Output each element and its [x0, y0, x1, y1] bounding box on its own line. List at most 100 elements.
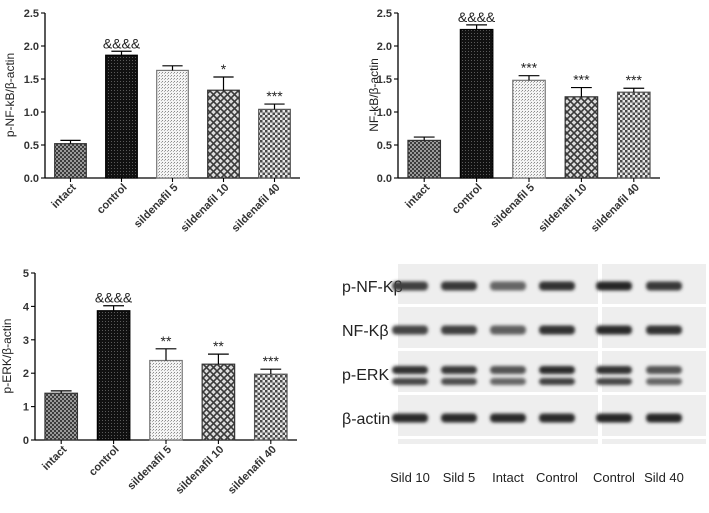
- x-tick-label: sildenafil 5: [132, 182, 181, 231]
- blot-band: [646, 413, 682, 423]
- x-tick-label: intact: [49, 181, 78, 210]
- blot-row-label: NF-Kβ: [342, 323, 389, 340]
- blot-band: [646, 378, 682, 385]
- blot-band: [441, 366, 477, 374]
- blot-band: [441, 325, 477, 335]
- y-tick-label: 2: [23, 368, 29, 380]
- blot-band: [490, 366, 526, 374]
- blot-lane-label: Control: [593, 470, 635, 485]
- blot-band: [392, 281, 428, 291]
- blot-band: [539, 325, 575, 335]
- blot-band: [539, 366, 575, 374]
- y-tick-label: 2.0: [377, 41, 392, 53]
- bar-sildenafil-5: [149, 359, 183, 441]
- x-tick-label: sildenafil 40: [226, 444, 279, 497]
- x-tick-label: sildenafil 5: [488, 182, 537, 231]
- y-tick-label: 1.5: [24, 74, 39, 86]
- y-tick-label: 2.5: [377, 8, 392, 20]
- chart-p-erk: 0 1 2 3 4 5 p-ERK/β-actin intact &&&& control ** si…: [0, 268, 297, 497]
- significance-label: **: [161, 333, 172, 349]
- western-blot: p-NF-Kβ NF-Kβ p-ERK β-actin Sild 10 Sild 5 In…: [337, 262, 709, 485]
- bar-sildenafil-10: [564, 96, 599, 179]
- blot-band: [490, 378, 526, 385]
- bar-sildenafil-10: [201, 363, 236, 441]
- bar-sildenafil-40: [258, 108, 291, 179]
- blot-row-label: p-NF-Kβ: [342, 279, 403, 296]
- blot-band: [392, 325, 428, 335]
- blot-band: [441, 413, 477, 423]
- y-tick-label: 1.5: [377, 74, 392, 86]
- blot-band: [596, 281, 632, 291]
- blot-band: [596, 413, 632, 423]
- y-tick-label: 1.0: [377, 107, 392, 119]
- bar-intact: [54, 143, 87, 179]
- blot-row-label: p-ERK: [342, 367, 389, 384]
- significance-label: ***: [521, 60, 538, 76]
- x-tick-label: sildenafil 40: [230, 182, 283, 235]
- bar-sildenafil-5: [512, 79, 546, 179]
- y-tick-label: 1.0: [24, 107, 39, 119]
- significance-label: ***: [266, 88, 283, 104]
- blot-band: [490, 413, 526, 423]
- blot-lane-label: Sild 5: [443, 470, 476, 485]
- x-tick-label: sildenafil 5: [125, 444, 174, 493]
- y-tick-label: 5: [23, 268, 29, 280]
- blot-band: [539, 281, 575, 291]
- y-tick-label: 0: [23, 435, 29, 447]
- y-tick-label: 4: [23, 301, 30, 313]
- y-tick-label: 0.0: [377, 173, 392, 185]
- blot-band: [596, 378, 632, 385]
- x-tick-label: intact: [403, 181, 432, 210]
- y-axis-label: p-NF-kB/β-actin: [3, 53, 17, 137]
- y-tick-label: 1: [23, 402, 29, 414]
- x-tick-label: sildenafil 10: [536, 182, 589, 235]
- blot-band: [441, 378, 477, 385]
- y-axis-label: NF-kB/β-actin: [367, 58, 381, 132]
- y-axis-label: p-ERK/β-actin: [0, 319, 14, 394]
- blot-row-separator: [398, 392, 706, 395]
- significance-label: **: [213, 338, 224, 354]
- y-tick-label: 0.5: [377, 140, 392, 152]
- blot-row-label: β-actin: [342, 411, 390, 428]
- blot-band: [646, 281, 682, 291]
- x-tick-label: control: [87, 444, 122, 479]
- blot-band: [490, 325, 526, 335]
- blot-lane-label: Control: [536, 470, 578, 485]
- blot-band: [539, 413, 575, 423]
- x-tick-label: sildenafil 40: [589, 182, 642, 235]
- blot-row-separator: [398, 348, 706, 351]
- x-tick-label: control: [95, 182, 130, 217]
- bar-intact: [407, 139, 442, 179]
- x-tick-label: sildenafil 10: [179, 182, 232, 235]
- significance-label: &&&&: [95, 290, 133, 306]
- blot-band: [596, 325, 632, 335]
- bar-control: [96, 310, 131, 441]
- y-tick-label: 3: [23, 335, 29, 347]
- blot-band: [646, 325, 682, 335]
- blot-lane-label: Sild 40: [644, 470, 684, 485]
- y-tick-label: 0.5: [24, 140, 39, 152]
- blot-band: [392, 378, 428, 385]
- bar-sildenafil-40: [616, 91, 651, 179]
- blot-band: [441, 281, 477, 291]
- bar-control: [459, 28, 494, 179]
- significance-label: ***: [573, 72, 590, 88]
- bar-control: [105, 54, 138, 179]
- chart-nf-kb: 0.0 0.5 1.0 1.5 2.0 2.5 NF-kB/β-actin intact &&&…: [367, 8, 660, 235]
- significance-label: &&&&: [458, 9, 496, 25]
- blot-row-separator: [398, 436, 706, 439]
- y-tick-label: 2.0: [24, 41, 39, 53]
- blot-band: [646, 366, 682, 374]
- bar-sildenafil-5: [156, 69, 189, 179]
- blot-lane-label: Intact: [492, 470, 524, 485]
- blot-band: [490, 281, 526, 291]
- blot-band: [392, 366, 428, 374]
- y-tick-label: 0.0: [24, 173, 39, 185]
- y-tick-label: 2.5: [24, 8, 39, 20]
- bar-sildenafil-10: [207, 89, 240, 179]
- blot-band: [392, 413, 428, 423]
- bar-sildenafil-40: [253, 373, 288, 441]
- significance-label: &&&&: [103, 35, 141, 51]
- significance-label: ***: [263, 353, 280, 369]
